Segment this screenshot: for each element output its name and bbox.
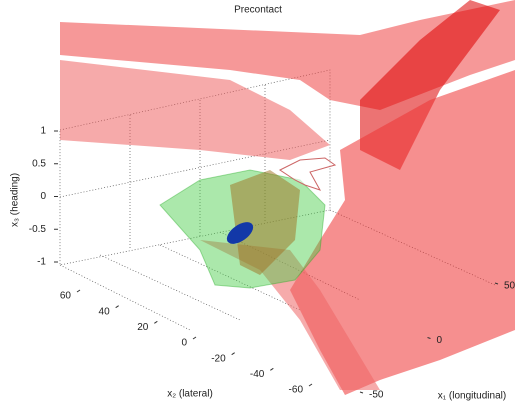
tick-mark (494, 282, 499, 285)
tick-label: 60 (60, 291, 72, 302)
tick-mark (427, 337, 431, 339)
tick-label: 0.5 (32, 158, 46, 169)
tick-label: -50 (369, 390, 384, 401)
tick-label: 1 (40, 126, 46, 137)
tick-mark (359, 391, 364, 394)
chart-title: Precontact (234, 5, 282, 16)
tick-label: 40 (99, 306, 111, 317)
tick-label: -40 (250, 369, 265, 380)
tick-label: 0 (40, 191, 46, 202)
x-axis-label: x₁ (longitudinal) (438, 391, 506, 402)
surfaces (60, 0, 515, 395)
tick-label: 0 (181, 338, 187, 349)
tick-label: -60 (289, 385, 304, 396)
tick-label: -1 (37, 257, 46, 268)
tick-label: 0 (437, 335, 443, 346)
y-axis-label: x₂ (lateral) (167, 389, 213, 400)
tick-mark (76, 289, 81, 293)
tick-mark (192, 336, 197, 340)
tick-mark (154, 320, 158, 324)
tick-label: 20 (137, 322, 149, 333)
z-axis-label: x₃ (heading) (10, 173, 21, 227)
tick-label: -20 (211, 353, 226, 364)
tick-mark (308, 383, 313, 387)
tick-label: 50 (504, 281, 515, 292)
tick-label: -0.5 (29, 224, 47, 235)
tick-mark (231, 352, 235, 356)
tick-mark (115, 305, 119, 309)
tick-mark (270, 367, 274, 371)
